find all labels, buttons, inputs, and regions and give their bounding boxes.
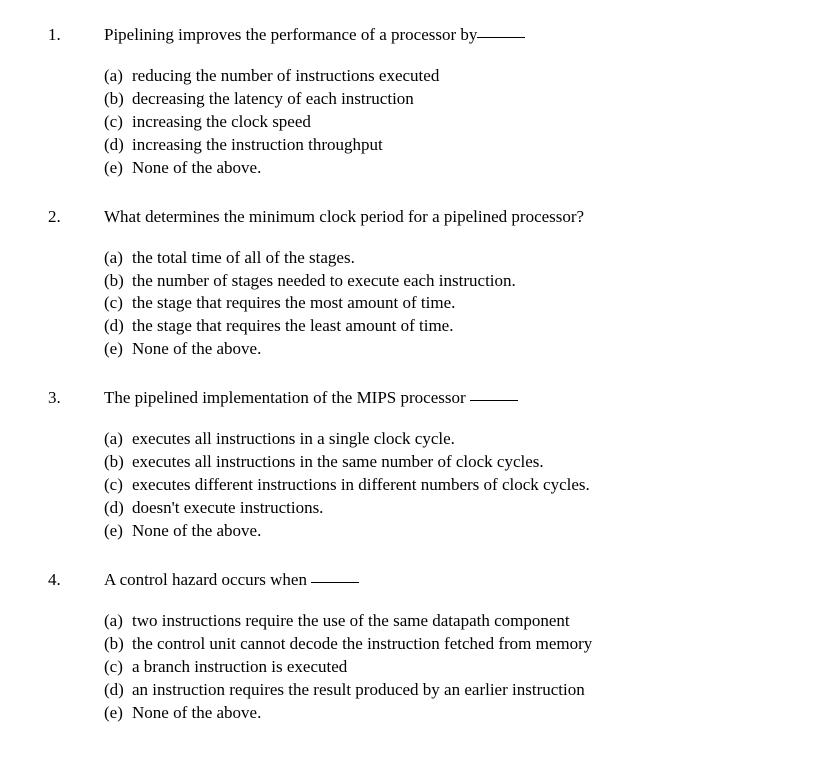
option-label: (e) xyxy=(104,702,132,725)
question-number: 2. xyxy=(48,206,104,229)
option-text: executes all instructions in the same nu… xyxy=(132,451,789,474)
option-text: the number of stages needed to execute e… xyxy=(132,270,789,293)
option-row: (c)increasing the clock speed xyxy=(104,111,789,134)
question-text-content: The pipelined implementation of the MIPS… xyxy=(104,388,470,407)
option-label: (b) xyxy=(104,88,132,111)
question-text-content: What determines the minimum clock period… xyxy=(104,207,584,226)
question-text: The pipelined implementation of the MIPS… xyxy=(104,387,789,410)
option-text: increasing the instruction throughput xyxy=(132,134,789,157)
option-text: None of the above. xyxy=(132,520,789,543)
options-list: (a)two instructions require the use of t… xyxy=(104,610,789,725)
option-label: (d) xyxy=(104,497,132,520)
option-row: (e)None of the above. xyxy=(104,520,789,543)
question-list: 1.Pipelining improves the performance of… xyxy=(48,24,789,725)
question-block: 4.A control hazard occurs when (a)two in… xyxy=(48,569,789,725)
option-row: (a)two instructions require the use of t… xyxy=(104,610,789,633)
option-row: (d)increasing the instruction throughput xyxy=(104,134,789,157)
question-text-content: A control hazard occurs when xyxy=(104,570,311,589)
option-label: (a) xyxy=(104,610,132,633)
option-text: executes different instructions in diffe… xyxy=(132,474,789,497)
question-block: 1.Pipelining improves the performance of… xyxy=(48,24,789,180)
option-label: (b) xyxy=(104,270,132,293)
option-label: (c) xyxy=(104,474,132,497)
option-row: (b)executes all instructions in the same… xyxy=(104,451,789,474)
option-text: executes all instructions in a single cl… xyxy=(132,428,789,451)
option-text: the stage that requires the most amount … xyxy=(132,292,789,315)
option-label: (c) xyxy=(104,656,132,679)
option-text: None of the above. xyxy=(132,702,789,725)
option-label: (d) xyxy=(104,315,132,338)
options-list: (a)the total time of all of the stages.(… xyxy=(104,247,789,362)
option-row: (d)doesn't execute instructions. xyxy=(104,497,789,520)
option-row: (c)executes different instructions in di… xyxy=(104,474,789,497)
option-row: (a)the total time of all of the stages. xyxy=(104,247,789,270)
fill-in-blank xyxy=(477,37,525,38)
question-row: 3.The pipelined implementation of the MI… xyxy=(48,387,789,410)
question-number: 4. xyxy=(48,569,104,592)
option-text: decreasing the latency of each instructi… xyxy=(132,88,789,111)
question-text: A control hazard occurs when xyxy=(104,569,789,592)
fill-in-blank xyxy=(311,582,359,583)
option-row: (a)executes all instructions in a single… xyxy=(104,428,789,451)
question-block: 3.The pipelined implementation of the MI… xyxy=(48,387,789,543)
option-row: (e)None of the above. xyxy=(104,157,789,180)
question-row: 4.A control hazard occurs when xyxy=(48,569,789,592)
option-row: (d)an instruction requires the result pr… xyxy=(104,679,789,702)
option-text: the control unit cannot decode the instr… xyxy=(132,633,789,656)
option-text: None of the above. xyxy=(132,338,789,361)
option-label: (e) xyxy=(104,157,132,180)
option-text: reducing the number of instructions exec… xyxy=(132,65,789,88)
option-label: (b) xyxy=(104,451,132,474)
option-label: (a) xyxy=(104,65,132,88)
option-row: (e)None of the above. xyxy=(104,702,789,725)
question-text: What determines the minimum clock period… xyxy=(104,206,789,229)
option-text: a branch instruction is executed xyxy=(132,656,789,679)
option-text: the total time of all of the stages. xyxy=(132,247,789,270)
question-row: 1.Pipelining improves the performance of… xyxy=(48,24,789,47)
option-text: increasing the clock speed xyxy=(132,111,789,134)
question-number: 1. xyxy=(48,24,104,47)
question-text-content: Pipelining improves the performance of a… xyxy=(104,25,477,44)
option-row: (e)None of the above. xyxy=(104,338,789,361)
option-text: two instructions require the use of the … xyxy=(132,610,789,633)
option-label: (d) xyxy=(104,679,132,702)
option-row: (c)the stage that requires the most amou… xyxy=(104,292,789,315)
option-label: (e) xyxy=(104,520,132,543)
question-text: Pipelining improves the performance of a… xyxy=(104,24,789,47)
fill-in-blank xyxy=(470,400,518,401)
option-label: (c) xyxy=(104,111,132,134)
option-row: (a)reducing the number of instructions e… xyxy=(104,65,789,88)
option-row: (b)the number of stages needed to execut… xyxy=(104,270,789,293)
option-label: (d) xyxy=(104,134,132,157)
options-list: (a)reducing the number of instructions e… xyxy=(104,65,789,180)
option-label: (c) xyxy=(104,292,132,315)
option-label: (a) xyxy=(104,428,132,451)
option-text: None of the above. xyxy=(132,157,789,180)
option-row: (b)decreasing the latency of each instru… xyxy=(104,88,789,111)
option-text: doesn't execute instructions. xyxy=(132,497,789,520)
option-label: (a) xyxy=(104,247,132,270)
option-row: (c)a branch instruction is executed xyxy=(104,656,789,679)
option-row: (d)the stage that requires the least amo… xyxy=(104,315,789,338)
option-row: (b)the control unit cannot decode the in… xyxy=(104,633,789,656)
question-number: 3. xyxy=(48,387,104,410)
question-block: 2.What determines the minimum clock peri… xyxy=(48,206,789,362)
option-text: the stage that requires the least amount… xyxy=(132,315,789,338)
option-label: (e) xyxy=(104,338,132,361)
question-row: 2.What determines the minimum clock peri… xyxy=(48,206,789,229)
option-label: (b) xyxy=(104,633,132,656)
options-list: (a)executes all instructions in a single… xyxy=(104,428,789,543)
option-text: an instruction requires the result produ… xyxy=(132,679,789,702)
